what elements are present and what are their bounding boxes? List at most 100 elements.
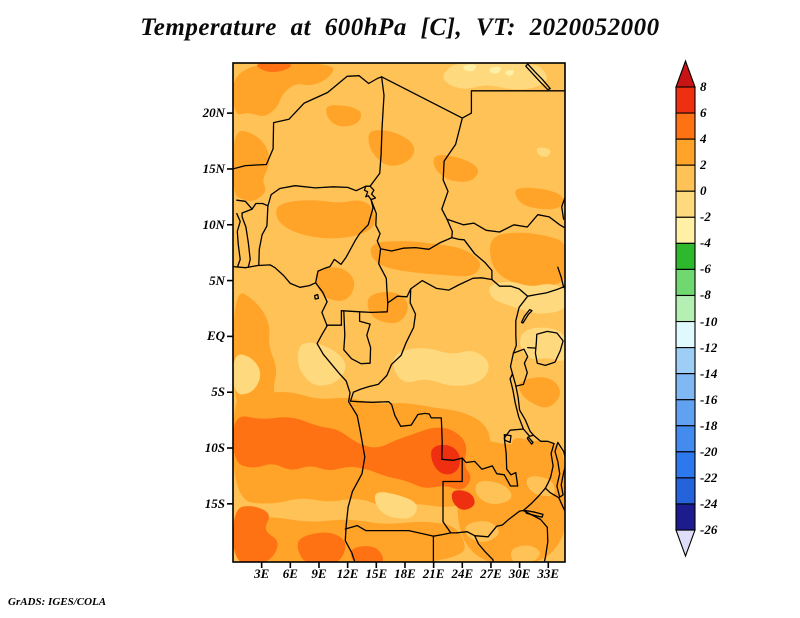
temp-region--2..0 (297, 342, 346, 386)
border-zambia-mozambique (522, 487, 547, 512)
border-south-sudan-uganda-kenya (491, 278, 565, 297)
border-car-south-sudan (451, 236, 493, 281)
colorbar-segment (675, 164, 696, 192)
temp-region-0..2 (475, 481, 512, 504)
temp-region--2..0 (443, 63, 547, 90)
colorbar-tick-label: 8 (700, 79, 707, 94)
border-lake-tanganyika (509, 373, 535, 437)
colorbar-arrow-bottom (675, 529, 696, 558)
temp-region-2..4 (276, 200, 376, 239)
border-cameroon-chad-car (370, 198, 453, 252)
lat-tick-label: 5N (209, 272, 225, 288)
colorbar-segment (675, 477, 696, 505)
lat-tick-label: 5S (211, 384, 225, 400)
temp-region--2..0 (374, 492, 417, 519)
temp-region--2..0 (520, 327, 565, 361)
temp-region-4..6 (233, 506, 278, 562)
colorbar-tick-label: -12 (700, 339, 718, 355)
border-lake-nasser (525, 63, 551, 91)
colorbar-segment (675, 503, 696, 531)
border-drc-zambia-pedicle (461, 428, 525, 487)
temp-region-2..4 (315, 267, 355, 301)
colorbar-tick-label: -10 (700, 313, 718, 329)
temp-region-2..4 (233, 63, 334, 116)
border-angola-namibia (344, 524, 435, 537)
temp-region-2..4 (233, 517, 465, 562)
lon-tick-label: 27E (480, 566, 502, 581)
border-sudan-south-sudan (446, 214, 565, 233)
colorbar-segment (675, 425, 696, 453)
lon-tick-label: 12E (336, 566, 359, 581)
plot-title: Temperature at 600hPa [C], VT: 202005200… (140, 14, 660, 41)
border-lake-albert (520, 308, 533, 324)
colorbar-tick-label: -6 (700, 261, 711, 277)
colorbar-segment (675, 268, 696, 297)
temp-region-0..2 (510, 545, 540, 562)
temp-region-4..6 (297, 532, 346, 562)
colorbar-segment (675, 451, 696, 479)
colorbar-tick-label: 4 (700, 131, 707, 147)
lat-tick-label: 10N (202, 216, 225, 232)
colorbar-segment (675, 216, 696, 244)
colorbar-tick-label: -18 (700, 417, 718, 433)
border-congo-drc-river (349, 288, 417, 402)
border-malawi-west-border (544, 442, 565, 513)
border-caprivi-strip (432, 532, 452, 537)
lon-tick-label: 9E (311, 566, 327, 581)
temp-region-2..4 (511, 437, 546, 469)
lat-tick-label: 15S (204, 495, 225, 511)
temp-region-2..4 (326, 105, 362, 127)
colorbar-tick-label: 2 (700, 157, 707, 173)
colorbar-tick-label: -22 (700, 469, 718, 485)
border-nigeria-cameroon (314, 198, 374, 284)
border-niger-benin (241, 202, 269, 214)
colorbar-tick-label: 0 (700, 183, 707, 199)
border-car-drc (387, 277, 493, 304)
border-burkina-niger (236, 199, 253, 210)
colorbar-tick-label: -24 (700, 495, 718, 511)
colorbar-tick-label: 6 (700, 105, 707, 121)
temp-region--4..-2 (489, 66, 501, 74)
border-equatorial-guinea (325, 310, 343, 326)
grads-credit: GrADS: IGES/COLA (8, 596, 107, 608)
border-algeria-mali-niger-libya (233, 75, 463, 170)
colorbar-segment (675, 86, 696, 114)
border-libya-egypt-sudan (461, 90, 565, 119)
border-drc-uganda-rwanda (509, 295, 529, 375)
colorbar-segment (675, 294, 696, 323)
border-rwanda-burundi (512, 348, 529, 387)
colorbar-segment (675, 242, 696, 270)
lon-tick-label: 6E (282, 566, 298, 581)
border-togo-benin (241, 212, 251, 268)
temp-region-2..4 (515, 187, 564, 210)
temp-region-2..4 (433, 155, 479, 182)
temp-region-4..6 (233, 416, 471, 490)
border-bioko-island (314, 293, 320, 300)
country-borders (233, 63, 565, 562)
map-frame (232, 62, 566, 563)
temp-region-2..4 (233, 130, 270, 202)
border-gabon-congo (343, 310, 372, 365)
colorbar-arrow-top (675, 59, 696, 88)
colorbar-tick-label: -4 (700, 235, 711, 251)
lat-tick-label: 15N (202, 160, 225, 176)
border-kenya-ethiopia-edge (557, 266, 565, 288)
colorbar (675, 59, 696, 558)
colorbar-segment (675, 373, 696, 401)
colorbar-segment (675, 320, 696, 349)
border-angola-drc (349, 400, 463, 461)
lon-tick-label: 18E (394, 566, 416, 581)
lon-tick-label: 24E (451, 566, 474, 581)
border-niger-nigeria (267, 185, 367, 207)
colorbar-tick-label: -16 (700, 391, 718, 407)
temp-region--4..-2 (505, 70, 514, 76)
border-coastline-gulf-of-guinea-atlantic (233, 264, 366, 562)
border-lake-victoria (534, 330, 564, 367)
temp-region--2..0 (233, 354, 261, 395)
lat-tick-label: 10S (204, 440, 225, 456)
colorbar-segment (675, 399, 696, 427)
colorbar-tick-label: -14 (700, 365, 718, 381)
temp-region-4..6 (350, 546, 384, 562)
